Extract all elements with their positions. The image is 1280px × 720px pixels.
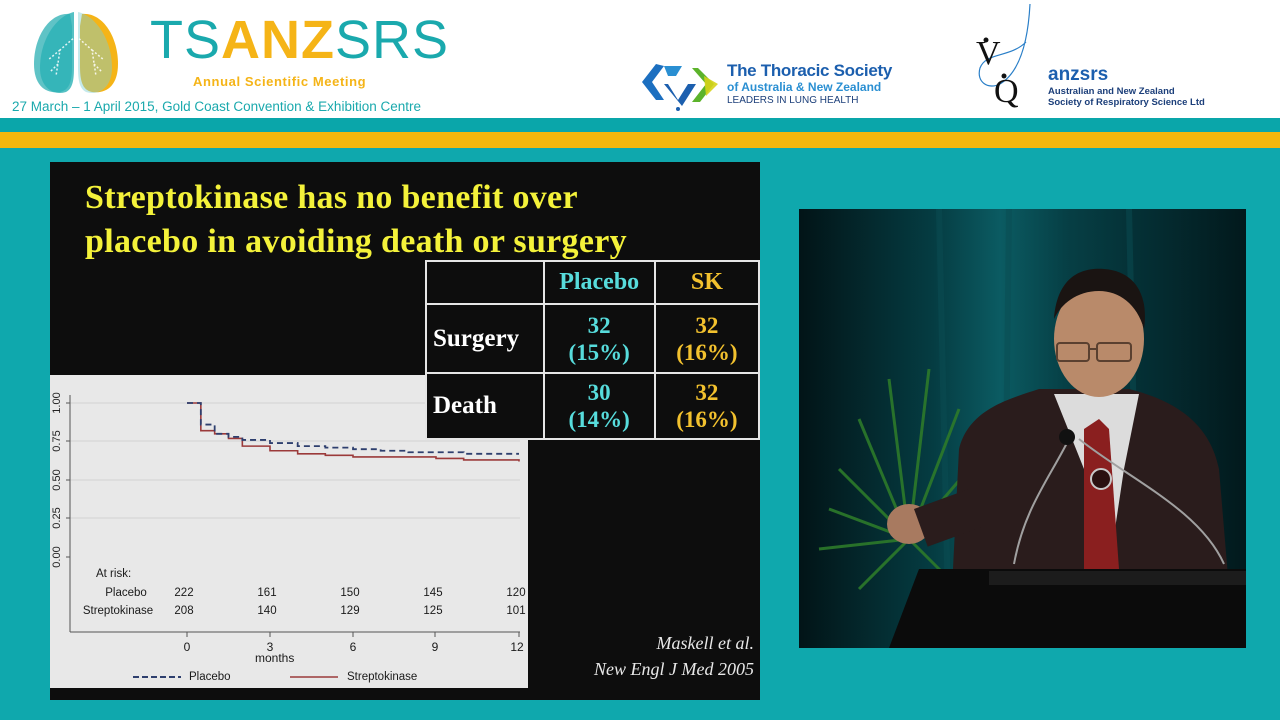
at-risk-group-streptokinase: Streptokinase: [82, 605, 154, 617]
at-risk-value: 222: [174, 587, 194, 599]
x-tick-label: 0: [183, 640, 191, 654]
row-label-surgery: Surgery: [425, 303, 545, 374]
row-label-death: Death: [425, 372, 545, 440]
at-risk-value: 145: [423, 587, 443, 599]
header-yellow-band: [0, 132, 1280, 148]
thoracic-society-logo-icon: [642, 64, 718, 111]
x-tick-label: 3: [266, 640, 274, 654]
meeting-subtitle: Annual Scientific Meeting: [193, 74, 367, 89]
placebo-curve: [187, 402, 519, 455]
at-risk-value: 161: [257, 587, 277, 599]
cell-death-sk: 32 (16%): [653, 372, 761, 440]
at-risk-group-placebo: Placebo: [105, 587, 147, 599]
speaker-video-feed[interactable]: [799, 209, 1246, 648]
x-axis-label: months: [255, 651, 295, 665]
at-risk-value: 101: [506, 605, 526, 617]
legend-streptokinase-label: Streptokinase: [347, 671, 418, 683]
speaker-video-frame: [799, 209, 1246, 648]
thoracic-society-name: The Thoracic Society of Australia & New …: [727, 61, 892, 107]
results-table: Placebo SK Surgery 32 (15%) 32 (16%) Dea…: [425, 260, 761, 440]
at-risk-value: 208: [174, 605, 194, 617]
at-risk-label: At risk:: [96, 568, 132, 580]
svg-text:1.00: 1.00: [51, 392, 63, 413]
cell-surgery-placebo: 32 (15%): [542, 303, 656, 374]
tsanzsrs-wordmark: TSANZSRS: [150, 10, 450, 70]
column-header-sk: SK: [653, 260, 761, 305]
table-row-death: Death 30 (14%) 32 (16%): [425, 372, 761, 440]
lungs-logo-icon: [34, 10, 118, 93]
column-header-placebo: Placebo: [542, 260, 656, 305]
x-tick-label: 6: [349, 640, 357, 654]
cell-death-placebo: 30 (14%): [542, 372, 656, 440]
conference-header: TSANZSRS Annual Scientific Meeting 27 Ma…: [0, 0, 1280, 118]
cell-surgery-sk: 32 (16%): [653, 303, 761, 374]
svg-text:V: V: [976, 35, 1001, 72]
svg-text:0.00: 0.00: [51, 546, 63, 567]
legend-placebo-label: Placebo: [189, 671, 231, 683]
x-tick-label: 12: [510, 640, 524, 654]
slide-title: Streptokinase has no benefit over placeb…: [85, 179, 627, 260]
x-tick-label: 9: [431, 640, 439, 654]
at-risk-value: 129: [340, 605, 360, 617]
table-row-surgery: Surgery 32 (15%) 32 (16%): [425, 303, 761, 374]
citation: Maskell et al. New Engl J Med 2005: [594, 633, 754, 679]
svg-text:0.50: 0.50: [51, 469, 63, 490]
meeting-dates-venue: 27 March – 1 April 2015, Gold Coast Conv…: [12, 99, 421, 114]
header-teal-band: [0, 118, 1280, 132]
vq-logo-icon: V Q: [976, 3, 1031, 110]
presentation-slide: Streptokinase has no benefit over placeb…: [50, 162, 761, 700]
at-risk-value: 125: [423, 605, 443, 617]
svg-text:0.75: 0.75: [51, 430, 63, 451]
at-risk-value: 150: [340, 587, 360, 599]
at-risk-value: 140: [257, 605, 277, 617]
svg-text:Q: Q: [994, 73, 1019, 110]
chart-plot-area: 1.00 0.75 0.50 0.25 0.00: [51, 392, 520, 678]
anzsrs-name: anzsrs Australian and New Zealand Societ…: [1048, 64, 1205, 108]
svg-text:0.25: 0.25: [51, 507, 63, 528]
at-risk-value: 120: [506, 587, 526, 599]
table-corner-cell: [425, 260, 545, 305]
